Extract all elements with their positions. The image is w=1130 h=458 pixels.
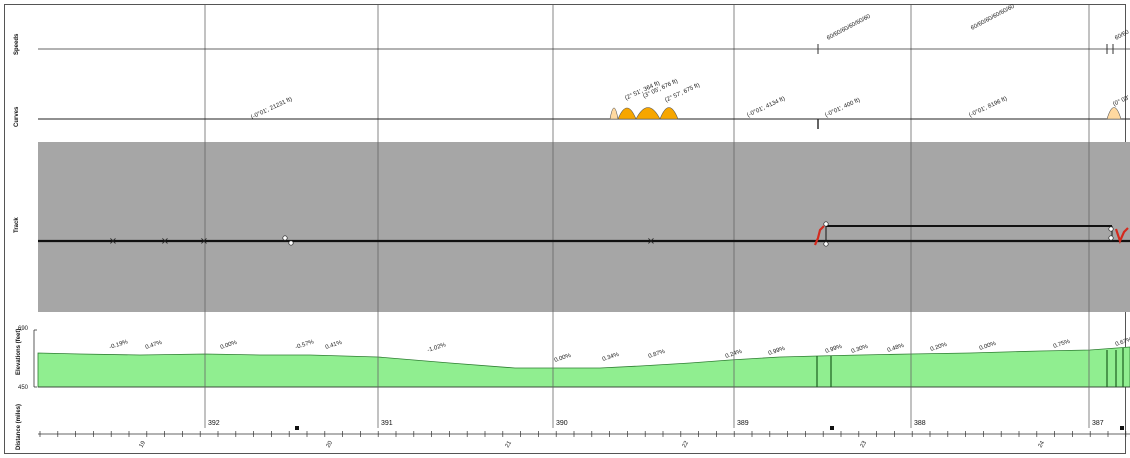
row-label-speeds: Speeds [14, 33, 20, 55]
milepost-390: 390 [556, 420, 568, 427]
curve-hump-1 [609, 107, 619, 120]
milepost-391: 391 [381, 420, 393, 427]
milepost-389: 389 [737, 420, 749, 427]
speed-label-2: 60/60/60/60/60/60 [970, 3, 1016, 31]
grade-label-15: 0.20% [930, 342, 949, 353]
station-label-2: 20 [326, 440, 335, 449]
grade-label-3: 0.00% [220, 340, 239, 351]
grade-label-2: 0.47% [145, 340, 164, 351]
speed-label-3: 60/60 [1114, 29, 1130, 42]
signal-icon-4 [823, 241, 829, 247]
signal-icon-5 [1108, 226, 1114, 232]
grade-label-12: 0.99% [825, 344, 844, 355]
curve-hump-3 [635, 107, 661, 120]
elevation-axis-max: 690 [18, 326, 29, 332]
signal-icon-2 [288, 240, 294, 246]
crossing-icon-3: × [200, 236, 208, 247]
grade-label-17: 0.75% [1053, 339, 1072, 350]
grade-label-18: 0.67% [1115, 337, 1130, 348]
turnout-west [813, 225, 825, 246]
station-label-1: 19 [139, 440, 148, 449]
crossing-icon-4: × [647, 236, 655, 247]
station-label-6: 24 [1038, 440, 1047, 449]
grade-label-9: 0.87% [648, 349, 667, 360]
row-label-elevations: Elevations (feet) [16, 329, 22, 375]
grade-label-7: 0.00% [554, 353, 573, 364]
signal-icon-1 [282, 235, 288, 241]
station-label-5: 23 [860, 440, 869, 449]
curve-label-5: (-0°01', 4134 ft) [746, 96, 786, 119]
curve-hump-2 [617, 107, 637, 120]
elevation-profile [37, 346, 1130, 388]
elevation-axis-min: 450 [18, 385, 29, 391]
milepost-387: 387 [1092, 420, 1104, 427]
row-label-curves: Curves [14, 106, 20, 127]
curve-label-8: (0° 03' [1112, 95, 1130, 108]
grade-label-11: 0.99% [768, 346, 787, 357]
signal-icon-6 [1108, 235, 1114, 241]
milepost-392: 392 [208, 420, 220, 427]
station-marker-2 [830, 426, 834, 430]
turnout-east [1114, 227, 1129, 245]
grade-label-16: 0.00% [979, 341, 998, 352]
curve-label-6: (-0°01', 400 ft) [824, 97, 861, 118]
grade-label-5: 0.41% [325, 340, 344, 351]
grade-label-8: 0.34% [602, 352, 621, 363]
grade-label-1: -0.19% [109, 339, 130, 351]
grade-label-14: 0.48% [887, 343, 906, 354]
grade-label-13: 0.30% [851, 344, 870, 355]
curve-label-7: (-0°01', 8196 ft) [968, 96, 1008, 119]
grade-label-10: 0.24% [725, 349, 744, 360]
grade-label-6: -1.02% [427, 342, 448, 354]
speed-label-1: 60/60/60/60/60/60 [826, 13, 872, 41]
station-marker-1 [295, 426, 299, 430]
station-marker-3 [1120, 426, 1124, 430]
distance-ticks [39, 431, 1127, 437]
curve-hump-4 [659, 107, 679, 120]
signal-icon-3 [823, 221, 829, 227]
station-label-4: 22 [682, 440, 691, 449]
grade-label-4: -0.57% [295, 339, 316, 351]
crossing-icon-1: × [109, 236, 117, 247]
curve-label-1: (-0°01', 21231 ft) [250, 97, 293, 121]
row-label-track: Track [14, 217, 20, 233]
crossing-icon-2: × [161, 236, 169, 247]
milepost-388: 388 [914, 420, 926, 427]
row-label-distance: Distance (miles) [16, 404, 22, 450]
station-label-3: 21 [505, 440, 514, 449]
curve-hump-5 [1106, 107, 1122, 120]
